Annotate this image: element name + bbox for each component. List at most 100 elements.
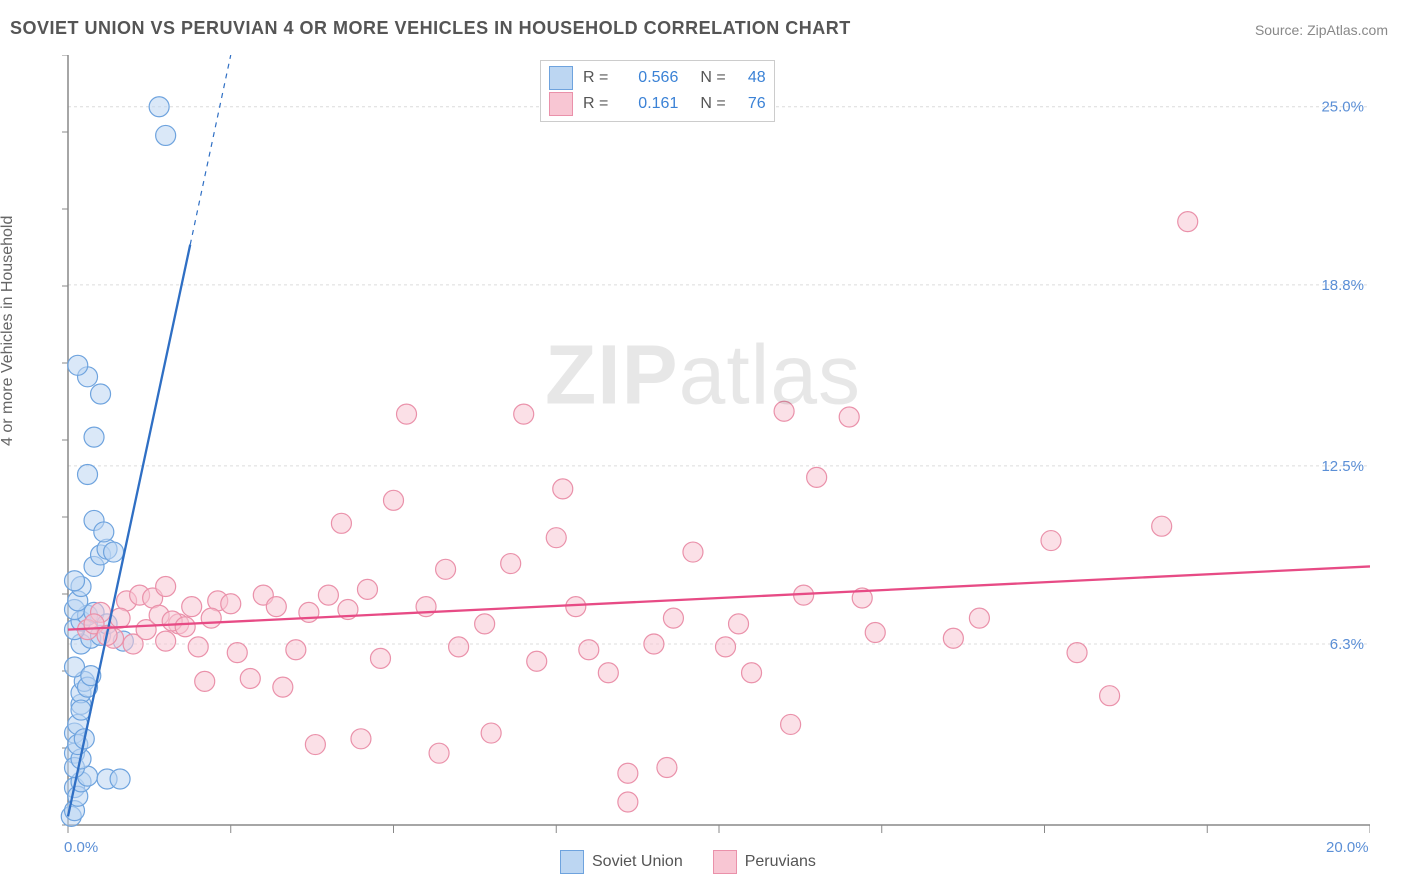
data-point: [566, 597, 586, 617]
data-point: [481, 723, 501, 743]
legend-r-value: 0.566: [618, 69, 678, 87]
x-axis-origin-label: 0.0%: [64, 839, 98, 856]
legend-r-label: R =: [583, 69, 608, 87]
legend-n-label: N =: [700, 69, 725, 87]
data-point: [716, 637, 736, 657]
data-point: [273, 677, 293, 697]
data-point: [943, 628, 963, 648]
data-point: [579, 640, 599, 660]
legend-series-item: Soviet Union: [560, 850, 683, 874]
data-point: [110, 608, 130, 628]
data-point: [501, 554, 521, 574]
legend-stat-row: R = 0.566 N = 48: [549, 65, 766, 91]
legend-stat-row: R = 0.161 N = 76: [549, 91, 766, 117]
legend-n-value: 76: [736, 95, 766, 113]
data-point: [305, 735, 325, 755]
data-point: [618, 792, 638, 812]
data-point: [227, 643, 247, 663]
legend-series-label: Soviet Union: [592, 853, 683, 871]
legend-n-value: 48: [736, 69, 766, 87]
data-point: [384, 490, 404, 510]
data-point: [188, 637, 208, 657]
data-point: [781, 714, 801, 734]
data-point: [110, 769, 130, 789]
data-point: [94, 522, 114, 542]
source-attribution: Source: ZipAtlas.com: [1255, 22, 1388, 38]
data-point: [240, 668, 260, 688]
data-point: [156, 577, 176, 597]
legend-series: Soviet Union Peruvians: [560, 850, 816, 874]
y-axis-label: 4 or more Vehicles in Household: [0, 216, 17, 446]
y-tick-label: 18.8%: [1321, 277, 1364, 294]
data-point: [807, 467, 827, 487]
data-point: [156, 631, 176, 651]
y-tick-label: 25.0%: [1321, 99, 1364, 116]
legend-r-value: 0.161: [618, 95, 678, 113]
data-point: [331, 513, 351, 533]
data-point: [286, 640, 306, 660]
data-point: [357, 579, 377, 599]
data-point: [149, 97, 169, 117]
data-point: [449, 637, 469, 657]
data-point: [65, 571, 85, 591]
data-point: [644, 634, 664, 654]
source-link[interactable]: ZipAtlas.com: [1307, 22, 1388, 38]
legend-swatch: [549, 66, 573, 90]
source-prefix: Source:: [1255, 22, 1307, 38]
data-point: [156, 125, 176, 145]
y-tick-label: 6.3%: [1330, 636, 1364, 653]
legend-r-label: R =: [583, 95, 608, 113]
data-point: [175, 617, 195, 637]
data-point: [663, 608, 683, 628]
data-point: [182, 597, 202, 617]
legend-series-label: Peruvians: [745, 853, 816, 871]
legend-swatch: [549, 92, 573, 116]
legend-swatch: [713, 850, 737, 874]
data-point: [1041, 531, 1061, 551]
data-point: [370, 648, 390, 668]
data-point: [683, 542, 703, 562]
data-point: [527, 651, 547, 671]
data-point: [221, 594, 241, 614]
legend-n-label: N =: [700, 95, 725, 113]
legend-series-item: Peruvians: [713, 850, 816, 874]
data-point: [1152, 516, 1172, 536]
data-point: [1067, 643, 1087, 663]
data-point: [598, 663, 618, 683]
data-point: [618, 763, 638, 783]
data-point: [201, 608, 221, 628]
data-point: [553, 479, 573, 499]
data-point: [266, 597, 286, 617]
data-point: [351, 729, 371, 749]
legend-stats: R = 0.566 N = 48 R = 0.161 N = 76: [540, 60, 775, 122]
data-point: [104, 542, 124, 562]
data-point: [514, 404, 534, 424]
data-point: [657, 758, 677, 778]
data-point: [195, 671, 215, 691]
data-point: [436, 559, 456, 579]
data-point: [397, 404, 417, 424]
y-tick-label: 12.5%: [1321, 458, 1364, 475]
data-point: [78, 464, 98, 484]
chart-plot-area: 6.3% 12.5% 18.8% 25.0%: [50, 55, 1370, 845]
data-point: [774, 401, 794, 421]
data-point: [68, 355, 88, 375]
data-point: [729, 614, 749, 634]
chart-svg: 6.3% 12.5% 18.8% 25.0%: [50, 55, 1370, 845]
data-point: [865, 623, 885, 643]
data-point: [91, 384, 111, 404]
chart-title: SOVIET UNION VS PERUVIAN 4 OR MORE VEHIC…: [10, 18, 851, 39]
data-point: [429, 743, 449, 763]
data-point: [1178, 212, 1198, 232]
data-point: [84, 427, 104, 447]
data-point: [839, 407, 859, 427]
data-point: [71, 700, 91, 720]
data-point: [1100, 686, 1120, 706]
data-point: [546, 528, 566, 548]
legend-swatch: [560, 850, 584, 874]
data-point: [742, 663, 762, 683]
data-point: [475, 614, 495, 634]
x-axis-max-label: 20.0%: [1326, 839, 1369, 856]
data-point: [318, 585, 338, 605]
data-point: [969, 608, 989, 628]
